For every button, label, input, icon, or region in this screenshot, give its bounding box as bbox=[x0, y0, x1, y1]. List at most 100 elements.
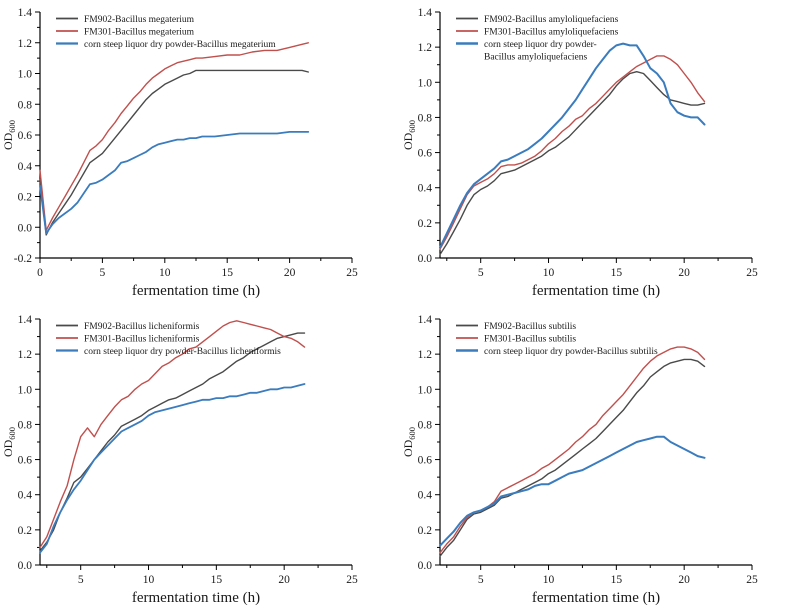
x-axis-title: fermentation time (h) bbox=[532, 590, 660, 606]
y-tick-label: 1.0 bbox=[418, 384, 433, 396]
legend-label-2: corn steep liquor dry powder- bbox=[484, 40, 597, 50]
legend: FM902-Bacillus licheniformis FM301-Bacill… bbox=[56, 321, 281, 357]
legend: FM902-Bacillus amyloliquefaciens FM301-Ba… bbox=[456, 14, 619, 63]
x-tick-label: 10 bbox=[159, 267, 171, 279]
y-tick-label: 0.8 bbox=[18, 419, 33, 431]
legend-label-1: FM301-Bacillus subtilis bbox=[484, 335, 576, 345]
y-tick-label: 0.4 bbox=[18, 161, 33, 173]
x-tick-label: 5 bbox=[78, 574, 84, 586]
chart-bacillus-amyloliquefaciens: 5 10 15 20 25 0.0 0.2 0.4 0.6 0.8 1.0 1.2 1.4 ferment… bbox=[400, 0, 800, 307]
y-axis-title: OD600 bbox=[401, 120, 417, 150]
series-line-2 bbox=[439, 42, 706, 249]
y-tick-label: 1.2 bbox=[18, 38, 33, 50]
y-tick-label: 0.6 bbox=[18, 455, 33, 467]
x-axis-title: fermentation time (h) bbox=[532, 283, 660, 299]
y-tick-label: 0.6 bbox=[18, 130, 33, 142]
y-axis-title: OD600 bbox=[401, 427, 417, 457]
legend-label-0: FM902-Bacillus licheniformis bbox=[84, 321, 200, 332]
series-line-0 bbox=[439, 358, 706, 557]
y-tick-label: 0.6 bbox=[418, 455, 433, 467]
series-line-1 bbox=[39, 320, 306, 549]
legend-label-2: Bacillus amyloliquefaciens bbox=[484, 52, 587, 63]
y-tick-label: 0.6 bbox=[418, 148, 433, 160]
y-tick-label: 1.4 bbox=[18, 7, 33, 19]
series-line-1 bbox=[39, 42, 309, 232]
legend-label-0: FM902-Bacillus subtilis bbox=[484, 322, 576, 332]
y-tick-label: 0.0 bbox=[18, 560, 33, 572]
legend: FM902-Bacillus subtilis FM301-Bacillus su… bbox=[456, 322, 658, 357]
y-tick-label: 0.0 bbox=[418, 560, 433, 572]
y-tick-label: 0.2 bbox=[18, 192, 33, 204]
x-tick-label: 5 bbox=[478, 574, 484, 586]
series-line-1 bbox=[439, 55, 706, 250]
chart-canvas: 5 10 15 20 25 0.0 0.2 0.4 0.6 0.8 1.0 1.2 1.4 ferment… bbox=[1, 314, 358, 606]
chart-bacillus-subtilis: 5 10 15 20 25 0.0 0.2 0.4 0.6 0.8 1.0 1.2 1.4 ferment… bbox=[400, 307, 800, 614]
y-tick-label: 0.4 bbox=[418, 490, 433, 502]
legend-label-2: corn steep liquor dry powder-Bacillus su… bbox=[484, 347, 658, 357]
chart-bacillus-licheniformis: 5 10 15 20 25 0.0 0.2 0.4 0.6 0.8 1.0 1.2 1.4 ferment… bbox=[0, 307, 400, 614]
chart-bacillus-megaterium: 0 5 10 15 20 25 -0.2 0.0 0.2 0.4 0.6 0.8 1.0 1.2 1.4 fe… bbox=[0, 0, 400, 307]
x-tick-label: 25 bbox=[746, 574, 758, 586]
legend-label-1: FM301-Bacillus amyloliquefaciens bbox=[484, 27, 619, 38]
legend-label-0: FM902-Bacillus megaterium bbox=[84, 15, 195, 25]
x-tick-label: 25 bbox=[746, 267, 758, 279]
x-tick-label: 20 bbox=[678, 574, 690, 586]
y-tick-label: 0.8 bbox=[18, 99, 33, 111]
y-tick-label: 0.8 bbox=[418, 419, 433, 431]
y-tick-label: 0.4 bbox=[18, 490, 33, 502]
x-tick-label: 5 bbox=[100, 267, 106, 279]
x-tick-label: 20 bbox=[278, 574, 290, 586]
series-line-0 bbox=[39, 69, 309, 236]
y-tick-label: 1.4 bbox=[418, 7, 433, 19]
x-axis-title: fermentation time (h) bbox=[132, 590, 260, 606]
y-tick-label: 0.2 bbox=[418, 525, 433, 537]
series-line-0 bbox=[439, 70, 706, 256]
series-line-2 bbox=[439, 435, 706, 547]
series-line-1 bbox=[439, 346, 706, 554]
y-tick-label: 1.2 bbox=[18, 349, 33, 361]
y-tick-label: 1.0 bbox=[18, 384, 33, 396]
y-tick-label: 1.4 bbox=[18, 314, 33, 326]
legend: FM902-Bacillus megaterium FM301-Bacillus … bbox=[56, 15, 276, 50]
x-tick-label: 15 bbox=[611, 267, 623, 279]
chart-canvas: 5 10 15 20 25 0.0 0.2 0.4 0.6 0.8 1.0 1.2 1.4 ferment… bbox=[401, 314, 758, 606]
y-tick-label: 1.0 bbox=[418, 77, 433, 89]
legend-label-0: FM902-Bacillus amyloliquefaciens bbox=[484, 14, 619, 25]
x-tick-label: 15 bbox=[611, 574, 623, 586]
y-tick-label: 1.2 bbox=[418, 42, 433, 54]
x-tick-label: 25 bbox=[346, 574, 358, 586]
x-tick-label: 20 bbox=[284, 267, 296, 279]
x-tick-label: 10 bbox=[543, 267, 555, 279]
series-line-2 bbox=[39, 130, 310, 235]
y-tick-label: 0.0 bbox=[18, 222, 33, 234]
y-tick-label: 0.0 bbox=[418, 253, 433, 265]
chart-canvas: 0 5 10 15 20 25 -0.2 0.0 0.2 0.4 0.6 0.8 1.0 1.2 1.4 fe… bbox=[1, 7, 358, 299]
legend-label-2: corn steep liquor dry powder-Bacillus me… bbox=[84, 40, 276, 50]
chart-canvas: 5 10 15 20 25 0.0 0.2 0.4 0.6 0.8 1.0 1.2 1.4 ferment… bbox=[401, 7, 758, 299]
legend-label-2: corn steep liquor dry powder-Bacillus li… bbox=[84, 346, 281, 357]
x-axis-title: fermentation time (h) bbox=[132, 283, 260, 299]
legend-label-1: FM301-Bacillus megaterium bbox=[84, 28, 195, 38]
legend-label-1: FM301-Bacillus licheniformis bbox=[84, 334, 200, 345]
x-tick-label: 15 bbox=[211, 574, 223, 586]
y-axis-title: OD600 bbox=[1, 427, 17, 457]
y-axis-title: OD600 bbox=[1, 120, 17, 150]
y-tick-label: 1.0 bbox=[18, 69, 33, 81]
series-line-0 bbox=[39, 332, 306, 552]
x-tick-label: 10 bbox=[543, 574, 555, 586]
x-tick-label: 25 bbox=[346, 267, 358, 279]
y-tick-label: 0.4 bbox=[418, 183, 433, 195]
x-tick-label: 10 bbox=[143, 574, 155, 586]
x-tick-label: 5 bbox=[478, 267, 484, 279]
x-tick-label: 20 bbox=[678, 267, 690, 279]
series-line-2 bbox=[39, 383, 306, 554]
y-tick-label: 0.2 bbox=[18, 525, 33, 537]
y-tick-label: 0.8 bbox=[418, 112, 433, 124]
x-tick-label: 0 bbox=[37, 267, 43, 279]
y-tick-label: -0.2 bbox=[14, 253, 32, 265]
y-tick-label: 1.2 bbox=[418, 349, 433, 361]
y-tick-label: 1.4 bbox=[418, 314, 433, 326]
x-tick-label: 15 bbox=[221, 267, 233, 279]
y-tick-label: 0.2 bbox=[418, 218, 433, 230]
